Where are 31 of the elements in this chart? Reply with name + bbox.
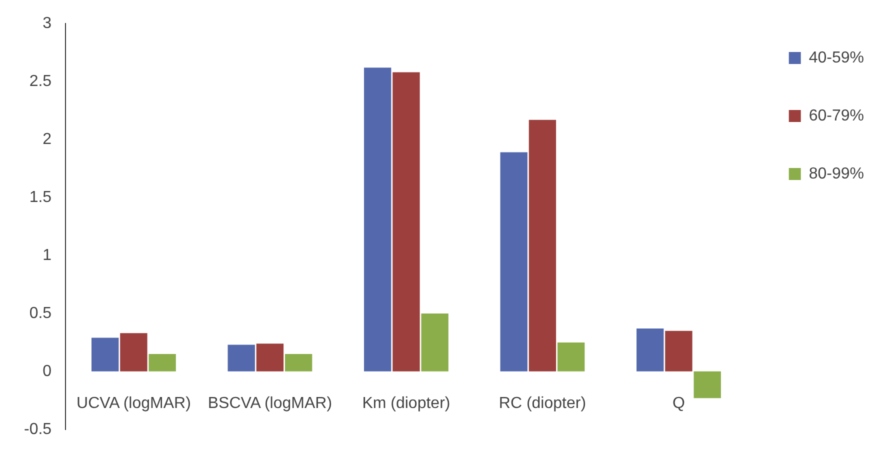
x-tick-label: RC (diopter) bbox=[498, 394, 586, 412]
x-tick-label: Q bbox=[672, 394, 685, 412]
bar bbox=[284, 354, 312, 372]
y-tick-label: 3 bbox=[42, 15, 52, 32]
y-tick-label: 1.5 bbox=[29, 188, 52, 206]
bar bbox=[665, 330, 692, 372]
y-tick-label: 2.5 bbox=[29, 72, 52, 90]
legend-label: 40-59% bbox=[808, 49, 864, 66]
bar bbox=[694, 371, 721, 398]
y-tick-label: 1 bbox=[42, 246, 52, 264]
bar bbox=[228, 344, 255, 372]
bar bbox=[392, 72, 420, 372]
bar bbox=[557, 342, 585, 372]
y-tick-label: 2 bbox=[42, 130, 52, 148]
bar bbox=[91, 338, 119, 372]
legend-label: 80-99% bbox=[808, 165, 864, 182]
x-tick-label: Km (diopter) bbox=[362, 394, 450, 412]
bar bbox=[148, 354, 176, 372]
y-tick-label: -0.5 bbox=[24, 420, 52, 438]
bar bbox=[364, 68, 392, 372]
bar bbox=[256, 344, 284, 372]
y-tick-label: 0 bbox=[42, 362, 52, 380]
bar bbox=[636, 328, 664, 372]
bar bbox=[528, 120, 556, 372]
legend-label: 60-79% bbox=[808, 107, 864, 124]
bar bbox=[421, 313, 448, 372]
bar bbox=[500, 152, 528, 372]
x-tick-label: BSCVA (logMAR) bbox=[208, 394, 332, 412]
bar bbox=[120, 333, 148, 372]
y-tick-label: 0.5 bbox=[29, 304, 52, 322]
x-tick-label: UCVA (logMAR) bbox=[76, 394, 191, 412]
